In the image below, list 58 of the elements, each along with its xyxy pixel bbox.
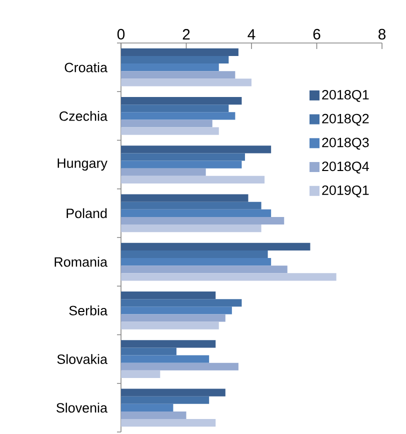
bar bbox=[121, 411, 186, 420]
y-tick-label: Hungary bbox=[58, 158, 108, 171]
bar bbox=[121, 299, 242, 307]
y-tick-label: Romania bbox=[54, 256, 108, 267]
bar bbox=[121, 78, 252, 86]
bar bbox=[121, 64, 219, 72]
legend-label: 2018Q3 bbox=[322, 138, 369, 150]
bar bbox=[121, 258, 272, 266]
bar bbox=[121, 194, 248, 202]
x-tick-label: 2 bbox=[182, 29, 190, 40]
bar bbox=[121, 242, 310, 250]
bar bbox=[121, 388, 226, 396]
bar bbox=[121, 362, 238, 370]
bar bbox=[121, 396, 210, 404]
bar bbox=[121, 176, 265, 184]
bar bbox=[121, 160, 242, 168]
legend-label: 2019Q1 bbox=[322, 185, 369, 198]
bar bbox=[121, 209, 272, 217]
bar bbox=[121, 322, 219, 330]
bar bbox=[121, 112, 236, 120]
legend-label: 2018Q2 bbox=[322, 114, 369, 126]
bar bbox=[121, 419, 216, 427]
bar bbox=[121, 306, 232, 314]
bar bbox=[121, 348, 176, 356]
bar bbox=[121, 370, 160, 378]
bar bbox=[121, 216, 284, 225]
bar bbox=[121, 266, 288, 274]
x-tick-label: 4 bbox=[248, 29, 256, 40]
bar bbox=[121, 292, 216, 300]
bar bbox=[121, 71, 236, 79]
bar bbox=[121, 250, 268, 258]
bar bbox=[121, 127, 219, 135]
bar bbox=[121, 224, 262, 232]
bar bbox=[121, 168, 206, 176]
bar bbox=[121, 97, 242, 105]
bar bbox=[121, 404, 174, 412]
bar bbox=[121, 104, 229, 112]
y-tick-label: Poland bbox=[66, 208, 107, 218]
y-tick-label: Czechia bbox=[60, 111, 108, 121]
legend-label: 2018Q1 bbox=[322, 90, 369, 102]
bar bbox=[121, 340, 216, 348]
y-tick-label: Serbia bbox=[69, 306, 108, 316]
bar bbox=[121, 273, 336, 281]
x-tick-label: 6 bbox=[313, 28, 320, 40]
bar bbox=[121, 146, 272, 154]
bar bbox=[121, 56, 229, 64]
bar bbox=[121, 153, 245, 161]
bar bbox=[121, 314, 226, 322]
bar bbox=[121, 48, 238, 56]
y-tick-label: Slovakia bbox=[57, 354, 108, 364]
x-tick-label: 0 bbox=[117, 28, 125, 40]
bar bbox=[121, 202, 262, 210]
y-tick-label: Slovenia bbox=[56, 402, 108, 413]
bar bbox=[121, 355, 210, 363]
y-tick-label: Croatia bbox=[64, 62, 108, 72]
x-tick-label: 8 bbox=[378, 28, 386, 40]
bar bbox=[121, 120, 212, 128]
legend-label: 2018Q4 bbox=[322, 162, 369, 174]
